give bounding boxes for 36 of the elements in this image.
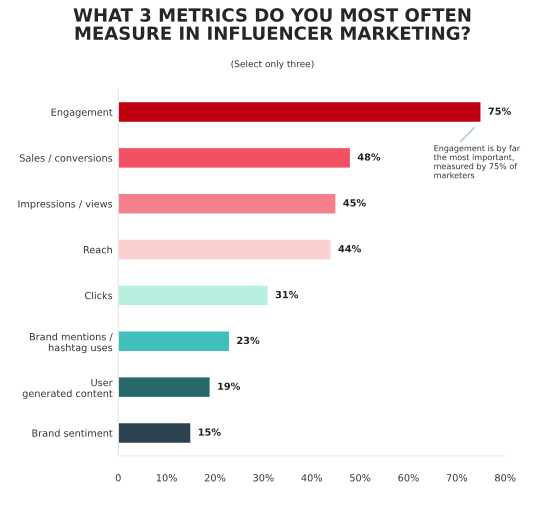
data-label: 48% <box>358 153 380 161</box>
x-tick-label: 30% <box>253 474 274 482</box>
y-tick-label: Impressions / views <box>18 200 112 210</box>
bar <box>118 422 192 444</box>
x-tick-label: 70% <box>446 474 468 482</box>
x-tick-label: 50% <box>350 474 370 482</box>
data-label: 75% <box>488 107 511 115</box>
x-tick-label: 60% <box>398 474 419 482</box>
y-tick-label: Engagement <box>52 108 112 118</box>
bar <box>118 238 332 260</box>
annotation: Engagement is by far the most important, measured by 75% of marketers <box>434 145 520 178</box>
x-tick-label: 80% <box>495 474 516 482</box>
data-label: 31% <box>276 290 298 298</box>
y-tick-label: Brand sentiment <box>32 429 112 437</box>
y-tick-label: Clicks <box>85 292 112 300</box>
y-tick-label: User generated content <box>22 379 113 400</box>
bar <box>118 146 351 169</box>
data-label: 23% <box>237 336 260 344</box>
chart-subtitle: (Select only three) <box>231 60 314 69</box>
x-tick-label: 40% <box>301 474 322 482</box>
bar <box>118 376 211 398</box>
bar <box>118 330 230 352</box>
bar <box>118 284 269 306</box>
bar <box>118 101 482 123</box>
y-tick-label: Brand mentions / hashtag uses <box>30 332 113 354</box>
bar <box>118 192 336 215</box>
data-label: 15% <box>198 428 221 436</box>
x-tick-label: 0 <box>116 474 121 482</box>
x-tick-label: 10% <box>156 474 177 482</box>
data-label: 19% <box>218 382 240 390</box>
x-tick-label: 20% <box>204 474 226 482</box>
y-tick-label: Reach <box>84 246 112 254</box>
data-label: 45% <box>343 199 366 207</box>
y-tick-label: Sales / conversions <box>20 154 112 162</box>
chart-title: WHAT 3 METRICS DO YOU MOST OFTEN MEASURE IN INFLUENCER MARKETING? <box>74 8 470 40</box>
data-label: 44% <box>338 245 361 252</box>
